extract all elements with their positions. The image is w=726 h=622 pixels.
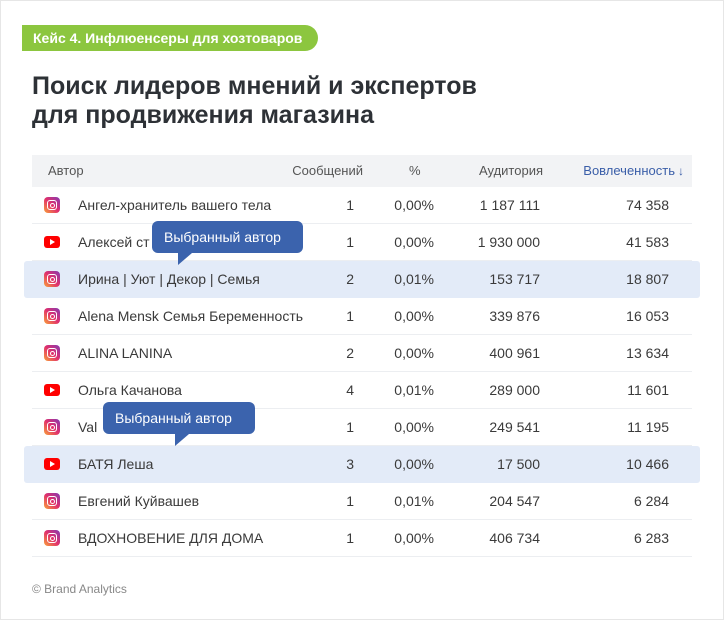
selected-author-tooltip: Выбранный автор (152, 221, 303, 265)
messages-count: 1 (346, 234, 354, 250)
percent-value: 0,00% (394, 197, 434, 213)
audience-value: 1 187 111 (479, 197, 540, 213)
author-name[interactable]: Ирина | Уют | Декор | Семья (78, 271, 260, 287)
audience-value: 400 961 (489, 345, 540, 361)
column-engagement-label: Вовлеченность (583, 163, 675, 178)
author-name[interactable]: БАТЯ Леша (78, 456, 154, 472)
messages-count: 2 (346, 271, 354, 287)
sort-desc-icon: ↓ (678, 164, 684, 178)
percent-value: 0,01% (394, 493, 434, 509)
instagram-icon (44, 493, 60, 509)
case-badge: Кейс 4. Инфлюенсеры для хозтоваров (22, 25, 319, 51)
messages-count: 1 (346, 493, 354, 509)
instagram-icon (44, 271, 60, 287)
column-messages[interactable]: Сообщений (292, 163, 363, 178)
messages-count: 1 (346, 530, 354, 546)
table-row[interactable]: Alena Mensk Семья Беременность 1 0,00% 339 … (32, 298, 692, 335)
engagement-value: 11 195 (627, 419, 669, 435)
audience-value: 249 541 (489, 419, 540, 435)
youtube-icon (44, 382, 60, 398)
title-line-2: для продвижения магазина (32, 101, 374, 129)
author-name[interactable]: ВДОХНОВЕНИЕ ДЛЯ ДОМА (78, 530, 264, 546)
engagement-value: 16 053 (626, 308, 669, 324)
audience-value: 204 547 (489, 493, 540, 509)
table-row[interactable]: Евгений Куйвашев 1 0,01% 204 547 6 284 (32, 483, 692, 520)
engagement-value: 6 283 (633, 530, 669, 546)
audience-value: 289 000 (489, 382, 540, 398)
table-header: Автор Сообщений % Аудитория Вовлеченност… (32, 155, 692, 187)
percent-value: 0,00% (394, 419, 434, 435)
percent-value: 0,01% (394, 271, 434, 287)
engagement-value: 41 583 (626, 234, 669, 250)
selected-author-tooltip: Выбранный автор (103, 402, 255, 446)
engagement-value: 13 634 (626, 345, 669, 361)
column-percent[interactable]: % (409, 163, 421, 178)
author-name[interactable]: Алексей ст (78, 234, 150, 250)
engagement-value: 6 284 (633, 493, 669, 509)
engagement-value: 11 601 (627, 382, 669, 398)
percent-value: 0,00% (394, 345, 434, 361)
instagram-icon (44, 419, 60, 435)
percent-value: 0,00% (394, 456, 434, 472)
table-row[interactable]: ВДОХНОВЕНИЕ ДЛЯ ДОМА 1 0,00% 406 734 6 283 (32, 520, 692, 557)
percent-value: 0,00% (394, 308, 434, 324)
youtube-icon (44, 234, 60, 250)
messages-count: 4 (346, 382, 354, 398)
author-name[interactable]: Ангел-хранитель вашего тела (78, 197, 272, 213)
footer-copyright: © Brand Analytics (32, 582, 127, 596)
title-line-1: Поиск лидеров мнений и экспертов (32, 72, 477, 100)
audience-value: 406 734 (489, 530, 540, 546)
instagram-icon (44, 197, 60, 213)
engagement-value: 74 358 (626, 197, 669, 213)
table-row[interactable]: Ольга Качанова 4 0,01% 289 000 11 601 (32, 372, 692, 409)
engagement-value: 18 807 (626, 271, 669, 287)
author-name[interactable]: Ольга Качанова (78, 382, 182, 398)
audience-value: 1 930 000 (477, 234, 540, 250)
author-name[interactable]: Евгений Куйвашев (78, 493, 200, 509)
messages-count: 2 (346, 345, 354, 361)
audience-value: 17 500 (497, 456, 540, 472)
percent-value: 0,01% (394, 382, 434, 398)
column-author[interactable]: Автор (48, 163, 84, 178)
percent-value: 0,00% (394, 530, 434, 546)
table-row[interactable]: БАТЯ Леша 3 0,00% 17 500 10 466 (24, 446, 700, 483)
messages-count: 1 (346, 308, 354, 324)
table-row[interactable]: ALINA LANINA 2 0,00% 400 961 13 634 (32, 335, 692, 372)
table-row[interactable]: Ангел-хранитель вашего тела 1 0,00% 1 187 1… (32, 187, 692, 224)
table-row[interactable]: Val 1 0,00% 249 541 11 195 (32, 409, 692, 446)
engagement-value: 10 466 (626, 456, 669, 472)
instagram-icon (44, 345, 60, 361)
author-name[interactable]: Val (78, 419, 98, 435)
audience-value: 153 717 (489, 271, 540, 287)
percent-value: 0,00% (394, 234, 434, 250)
messages-count: 1 (346, 197, 354, 213)
youtube-icon (44, 456, 60, 472)
author-name[interactable]: Alena Mensk Семья Беременность (78, 308, 304, 324)
table-row[interactable]: Ирина | Уют | Декор | Семья 2 0,01% 153 717… (24, 261, 700, 298)
authors-table: Автор Сообщений % Аудитория Вовлеченност… (24, 155, 700, 557)
author-name[interactable]: ALINA LANINA (78, 345, 173, 361)
column-engagement[interactable]: Вовлеченность ↓ (583, 155, 684, 187)
column-audience[interactable]: Аудитория (478, 163, 543, 178)
messages-count: 3 (346, 456, 354, 472)
messages-count: 1 (346, 419, 354, 435)
instagram-icon (44, 530, 60, 546)
audience-value: 339 876 (489, 308, 540, 324)
page-title: Поиск лидеров мнений и экспертов для про… (32, 72, 477, 130)
table-body: Ангел-хранитель вашего тела 1 0,00% 1 187 1… (24, 187, 700, 557)
instagram-icon (44, 308, 60, 324)
table-row[interactable]: Алексей ст 1 0,00% 1 930 000 41 583 (32, 224, 692, 261)
